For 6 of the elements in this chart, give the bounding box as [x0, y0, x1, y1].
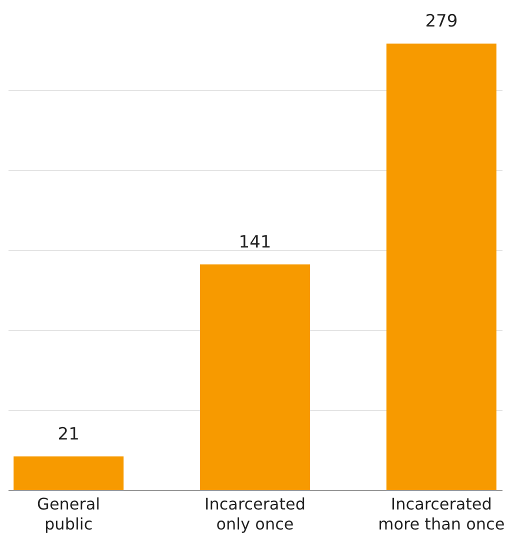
- data-label: 279: [425, 12, 458, 32]
- data-label: 141: [238, 232, 272, 252]
- x-tick-label: Incarcerated more than once: [378, 494, 505, 534]
- x-tick-label: General public: [37, 494, 100, 534]
- data-label: 21: [58, 424, 80, 444]
- x-tick-label: Incarcerated only once: [204, 494, 306, 534]
